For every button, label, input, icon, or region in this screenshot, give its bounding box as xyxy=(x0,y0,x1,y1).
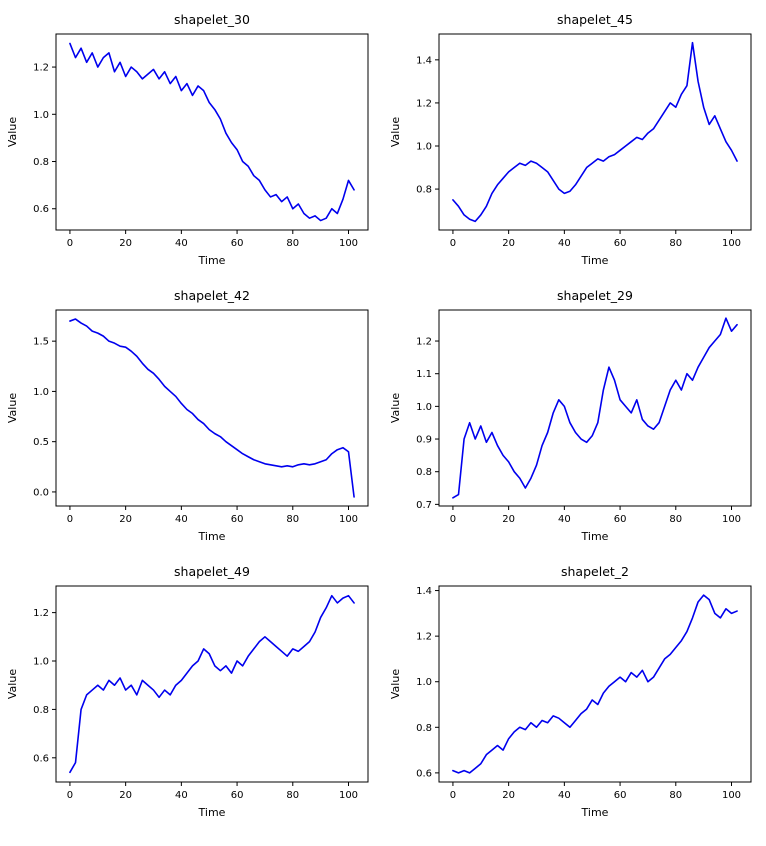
svg-text:1.2: 1.2 xyxy=(33,608,49,619)
svg-text:0.8: 0.8 xyxy=(33,157,49,168)
svg-text:100: 100 xyxy=(338,514,357,525)
svg-text:60: 60 xyxy=(230,238,243,249)
svg-text:20: 20 xyxy=(502,238,515,249)
svg-text:Time: Time xyxy=(197,806,225,819)
svg-text:0: 0 xyxy=(449,790,455,801)
svg-text:Time: Time xyxy=(580,254,608,267)
svg-text:0.0: 0.0 xyxy=(33,487,49,498)
chart-panel-3: 0 20 40 60 80 100 0.7 0.8 0.9 1.0 1.1 1.2 shapelet_2… xyxy=(385,282,765,552)
svg-text:1.0: 1.0 xyxy=(33,387,49,398)
svg-text:0.8: 0.8 xyxy=(416,723,432,734)
svg-text:1.0: 1.0 xyxy=(416,142,432,153)
chart-svg: 0 20 40 60 80 100 0.6 0.8 1.0 1.2 shapelet_49 Time V… xyxy=(6,564,368,819)
svg-text:60: 60 xyxy=(230,514,243,525)
svg-text:1.4: 1.4 xyxy=(416,586,432,597)
svg-text:20: 20 xyxy=(502,790,515,801)
svg-text:100: 100 xyxy=(721,514,740,525)
svg-text:1.0: 1.0 xyxy=(416,402,432,413)
svg-text:shapelet_45: shapelet_45 xyxy=(557,12,633,27)
svg-text:Value: Value xyxy=(6,117,19,147)
svg-text:1.5: 1.5 xyxy=(33,337,49,348)
svg-text:40: 40 xyxy=(174,790,187,801)
svg-text:1.0: 1.0 xyxy=(416,677,432,688)
svg-text:100: 100 xyxy=(721,238,740,249)
chart-panel-4: 0 20 40 60 80 100 0.6 0.8 1.0 1.2 shapelet_49 Time V… xyxy=(2,558,382,828)
svg-text:60: 60 xyxy=(613,790,626,801)
svg-text:1.1: 1.1 xyxy=(416,369,432,380)
chart-svg: 0 20 40 60 80 100 0.0 0.5 1.0 1.5 shapelet_42 Time V… xyxy=(6,288,368,543)
svg-text:80: 80 xyxy=(286,514,299,525)
svg-text:Value: Value xyxy=(389,393,402,423)
svg-text:0.9: 0.9 xyxy=(416,435,432,446)
svg-text:shapelet_49: shapelet_49 xyxy=(174,564,250,579)
svg-text:80: 80 xyxy=(286,790,299,801)
svg-text:Value: Value xyxy=(6,393,19,423)
svg-text:Value: Value xyxy=(389,117,402,147)
svg-text:80: 80 xyxy=(669,238,682,249)
svg-text:100: 100 xyxy=(338,238,357,249)
svg-text:0.8: 0.8 xyxy=(416,467,432,478)
svg-text:40: 40 xyxy=(174,238,187,249)
svg-text:60: 60 xyxy=(613,514,626,525)
chart-svg: 0 20 40 60 80 100 0.6 0.8 1.0 1.2 shapelet_30 Time V… xyxy=(6,12,368,267)
chart-panel-5: 0 20 40 60 80 100 0.6 0.8 1.0 1.2 1.4 shapelet_2 Tim… xyxy=(385,558,765,828)
svg-text:0: 0 xyxy=(449,514,455,525)
svg-text:80: 80 xyxy=(286,238,299,249)
svg-text:Value: Value xyxy=(6,669,19,699)
svg-text:shapelet_42: shapelet_42 xyxy=(174,288,250,303)
chart-panel-2: 0 20 40 60 80 100 0.0 0.5 1.0 1.5 shapelet_42 Time V… xyxy=(2,282,382,552)
svg-text:Time: Time xyxy=(197,530,225,543)
svg-text:0.6: 0.6 xyxy=(416,768,432,779)
chart-panel-1: 0 20 40 60 80 100 0.8 1.0 1.2 1.4 shapelet_45 Time V… xyxy=(385,6,765,276)
svg-text:80: 80 xyxy=(669,790,682,801)
svg-text:40: 40 xyxy=(557,790,570,801)
svg-text:60: 60 xyxy=(230,790,243,801)
svg-text:0.5: 0.5 xyxy=(33,437,49,448)
svg-text:1.2: 1.2 xyxy=(416,632,432,643)
svg-text:0.6: 0.6 xyxy=(33,204,49,215)
svg-text:60: 60 xyxy=(613,238,626,249)
svg-text:Time: Time xyxy=(580,806,608,819)
svg-text:1.4: 1.4 xyxy=(416,55,432,66)
svg-text:1.0: 1.0 xyxy=(33,110,49,121)
svg-text:Time: Time xyxy=(197,254,225,267)
svg-text:1.2: 1.2 xyxy=(416,337,432,348)
svg-text:1.0: 1.0 xyxy=(33,657,49,668)
svg-text:0: 0 xyxy=(66,514,72,525)
svg-text:1.2: 1.2 xyxy=(416,98,432,109)
svg-text:0: 0 xyxy=(66,790,72,801)
svg-text:20: 20 xyxy=(119,238,132,249)
svg-text:20: 20 xyxy=(119,790,132,801)
svg-text:shapelet_29: shapelet_29 xyxy=(557,288,633,303)
svg-text:40: 40 xyxy=(174,514,187,525)
svg-text:20: 20 xyxy=(502,514,515,525)
chart-svg: 0 20 40 60 80 100 0.8 1.0 1.2 1.4 shapelet_45 Time V… xyxy=(389,12,751,267)
svg-text:100: 100 xyxy=(721,790,740,801)
svg-text:40: 40 xyxy=(557,238,570,249)
svg-text:shapelet_30: shapelet_30 xyxy=(174,12,250,27)
svg-text:shapelet_2: shapelet_2 xyxy=(561,564,629,579)
svg-text:0.6: 0.6 xyxy=(33,753,49,764)
svg-text:0: 0 xyxy=(449,238,455,249)
svg-text:40: 40 xyxy=(557,514,570,525)
svg-text:0.8: 0.8 xyxy=(416,185,432,196)
chart-svg: 0 20 40 60 80 100 0.6 0.8 1.0 1.2 1.4 shapelet_2 Tim… xyxy=(389,564,751,819)
svg-text:100: 100 xyxy=(338,790,357,801)
svg-text:Value: Value xyxy=(389,669,402,699)
svg-text:80: 80 xyxy=(669,514,682,525)
chart-panel-0: 0 20 40 60 80 100 0.6 0.8 1.0 1.2 shapelet_30 Time V… xyxy=(2,6,382,276)
svg-text:20: 20 xyxy=(119,514,132,525)
svg-text:Time: Time xyxy=(580,530,608,543)
svg-text:0.7: 0.7 xyxy=(416,500,432,511)
svg-text:0.8: 0.8 xyxy=(33,705,49,716)
chart-svg: 0 20 40 60 80 100 0.7 0.8 0.9 1.0 1.1 1.2 shapelet_2… xyxy=(389,288,751,543)
svg-text:0: 0 xyxy=(66,238,72,249)
svg-text:1.2: 1.2 xyxy=(33,63,49,74)
